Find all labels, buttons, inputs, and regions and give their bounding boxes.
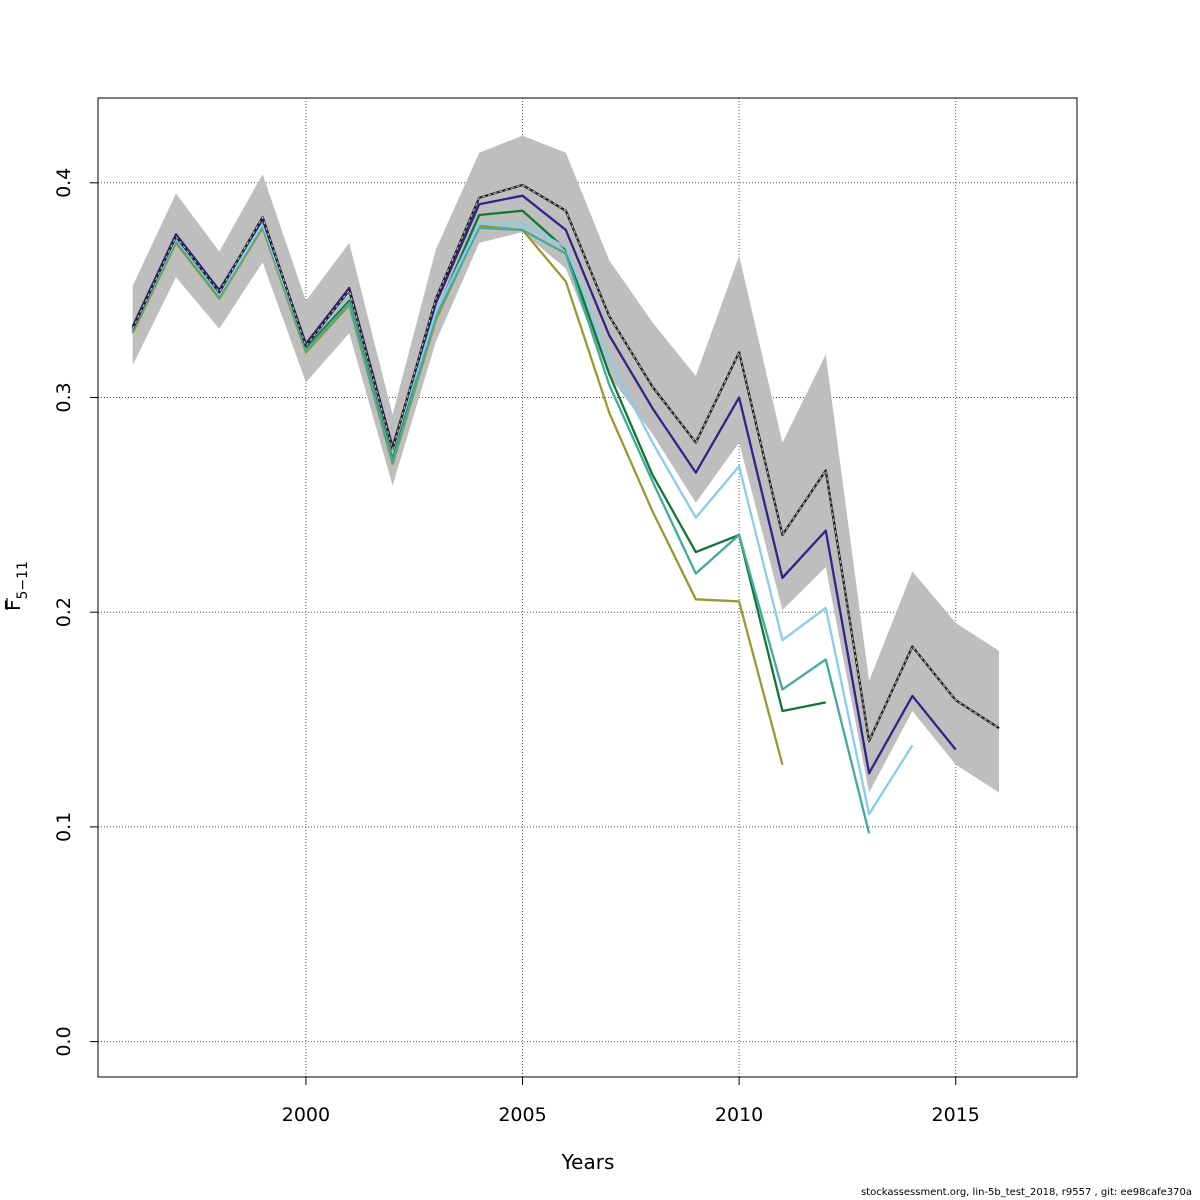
- series-lines-group: [131, 183, 1000, 834]
- axis-ticks: 2000 2005 2010 2015 0.0 0.1 0.2 0.3 0.4: [53, 168, 980, 1126]
- y-axis-title-subscript: 5−11: [15, 561, 31, 599]
- y-tick-label: 0.2: [53, 597, 75, 627]
- series-line-4: [131, 222, 914, 816]
- y-tick-label: 0.4: [53, 168, 75, 198]
- y-tick-label: 0.3: [53, 382, 75, 412]
- y-tick-label: 0.0: [53, 1026, 75, 1056]
- y-tick-label: 0.1: [53, 812, 75, 842]
- x-tick-label: 2010: [715, 1104, 763, 1126]
- x-tick-label: 2005: [498, 1104, 546, 1126]
- plot-frame: [97, 97, 1078, 1078]
- confidence-band-group: [132, 135, 1000, 793]
- x-tick-label: 2015: [932, 1104, 980, 1126]
- footer-credit: stockassessment.org, lin-5b_test_2018, r…: [860, 1187, 1192, 1198]
- x-tick-label: 2000: [282, 1104, 330, 1126]
- y-axis-title-main: F: [1, 599, 25, 611]
- y-axis-title: F5−11: [1, 561, 31, 611]
- grid-lines: [98, 98, 1077, 1077]
- series-line-6-dash-overlay: [132, 184, 1000, 743]
- x-axis-title: Years: [561, 1150, 615, 1174]
- svg-text:F5−11: F5−11: [1, 561, 31, 611]
- series-line-3: [131, 224, 871, 834]
- confidence-band: [132, 135, 1000, 793]
